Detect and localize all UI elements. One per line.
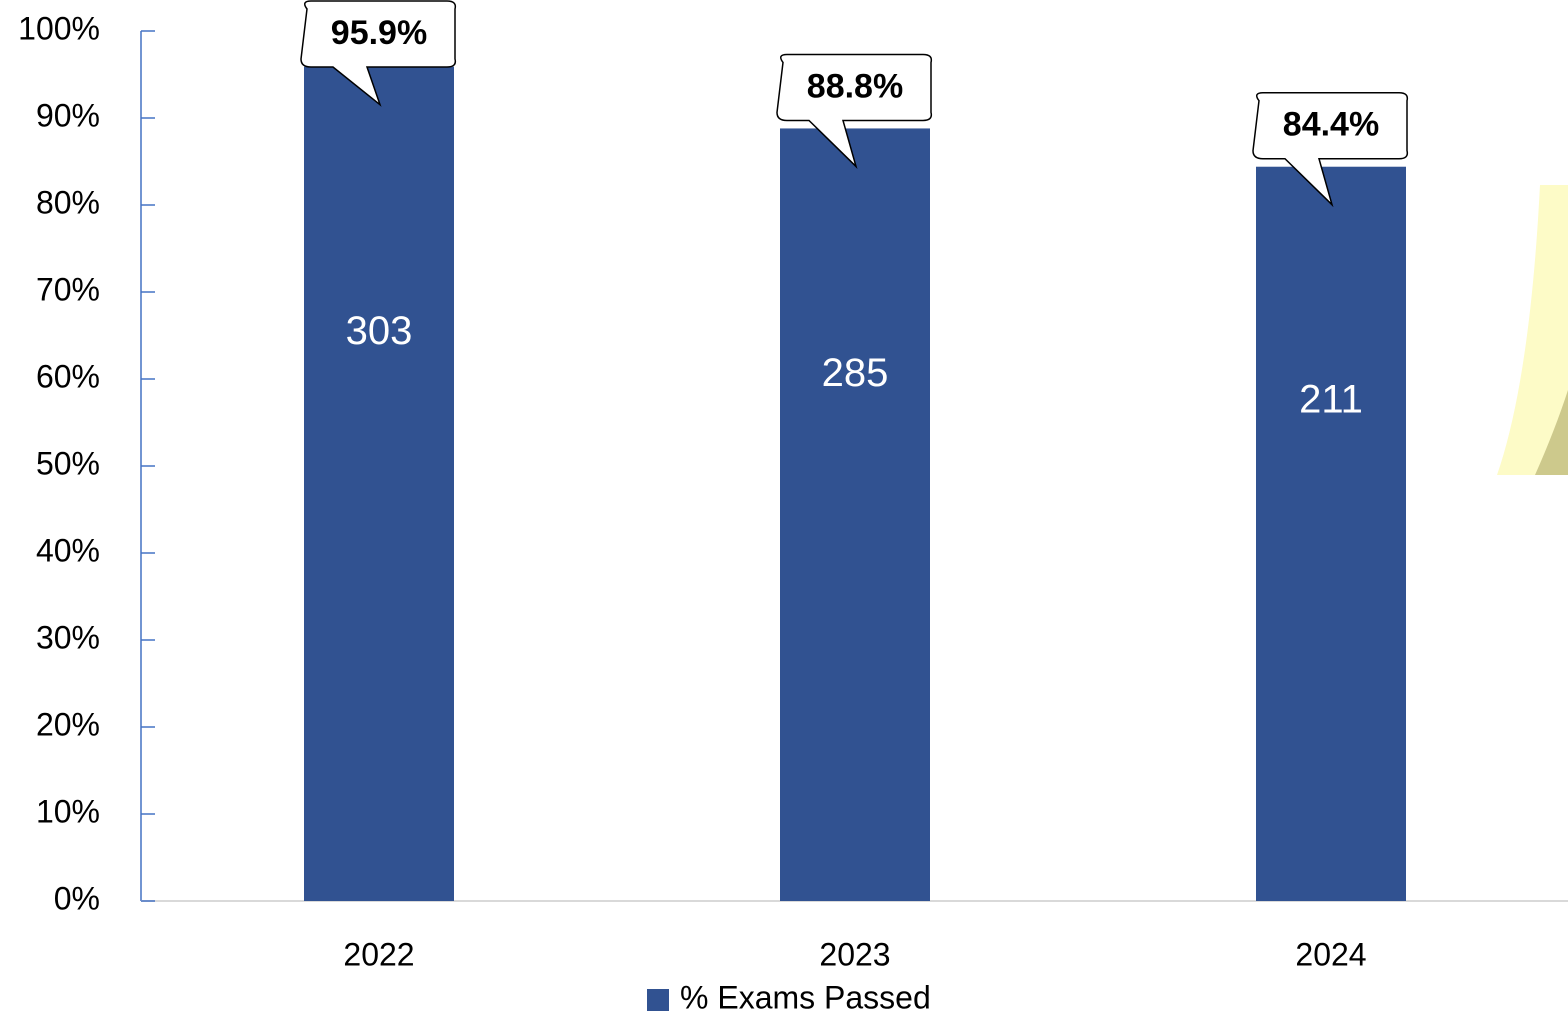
y-tick-label: 60% [36,358,100,394]
y-tick-label: 40% [36,532,100,568]
value-label: 84.4% [1283,106,1379,144]
bar [1256,166,1406,902]
callout [1252,91,1409,208]
count-label: 303 [346,309,413,353]
y-tick-label: 10% [36,793,100,829]
callout [300,0,457,107]
decoration [1497,185,1568,475]
x-tick-label: 2024 [1295,936,1366,972]
x-tick-label: 2023 [819,936,890,972]
bar [780,128,930,901]
y-tick-label: 30% [36,619,100,655]
y-tick-label: 70% [36,271,100,307]
y-tick-label: 90% [36,97,100,133]
decoration-shade [1535,390,1568,475]
callout [776,53,933,169]
value-label: 88.8% [807,67,903,105]
y-tick-label: 0% [54,880,100,916]
legend-swatch [647,989,669,1011]
count-label: 211 [1299,377,1363,421]
y-tick-label: 50% [36,445,100,481]
legend-label: % Exams Passed [680,979,931,1015]
bar [304,66,454,902]
y-tick-label: 80% [36,184,100,220]
y-tick-label: 20% [36,706,100,742]
value-label: 95.9% [331,14,427,52]
x-tick-label: 2022 [343,936,414,972]
y-tick-label: 100% [18,10,100,46]
count-label: 285 [822,351,889,395]
